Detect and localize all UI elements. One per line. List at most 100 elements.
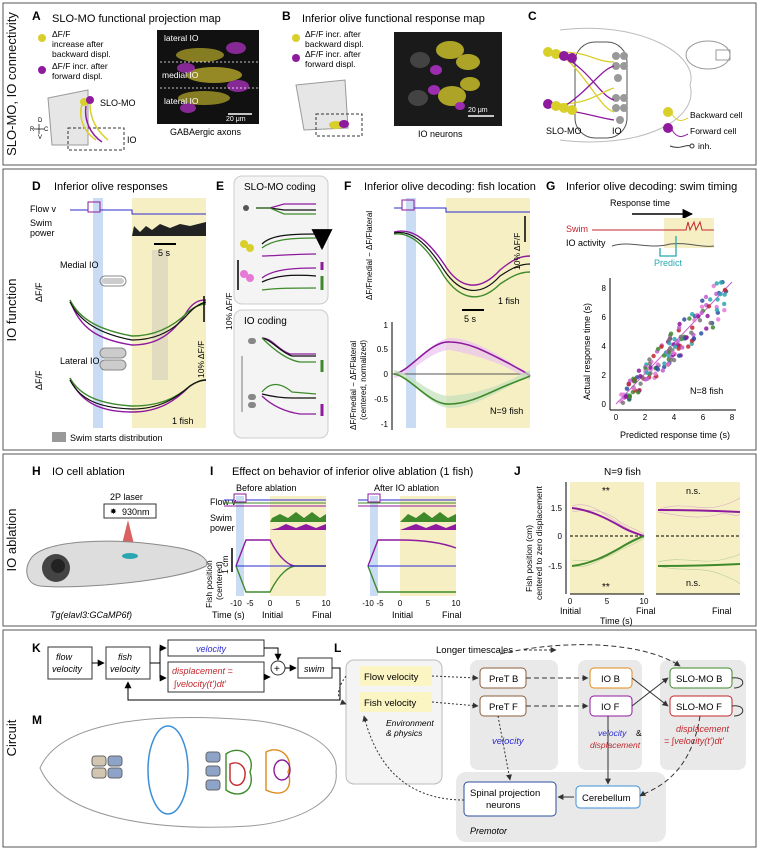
pret-icon <box>107 767 123 779</box>
orient-r: R <box>30 127 35 133</box>
scatter-point <box>718 280 724 285</box>
slomof-text: SLO-MO F <box>676 702 722 713</box>
k-text: velocity <box>52 664 83 674</box>
y-tick: 0 <box>384 370 389 379</box>
wavelength-label: 930nm <box>122 507 150 517</box>
swim-label: Swim <box>566 224 588 234</box>
roi-box <box>67 127 125 151</box>
panel-letter-a: A <box>32 9 41 23</box>
final-label: Final <box>442 610 462 620</box>
section-labels: SLO-MO, IO connectivity IO function IO a… <box>4 12 19 757</box>
yellow-dot-icon <box>292 34 300 42</box>
x-tick: 5 <box>605 597 610 606</box>
fish-count: 1 fish <box>172 416 194 426</box>
y-label-bottom: (centered, normalized) <box>359 340 368 420</box>
y-axis-label: centered to zero displacement <box>534 485 544 600</box>
circuit-arrows <box>338 644 744 801</box>
panel-i: I Effect on behavior of inferior olive a… <box>204 464 473 620</box>
scatter-point <box>648 371 653 376</box>
scatter-point <box>677 321 682 327</box>
dff-scale: 10% ΔF/F <box>196 341 206 378</box>
slomo-coding-title: SLO-MO coding <box>244 182 316 193</box>
scatter-point <box>620 400 626 405</box>
y-tick: 4 <box>602 342 607 351</box>
scatter-point <box>676 325 682 330</box>
legend-backward: Backward cell <box>690 110 743 120</box>
x-ticks: -10 -5 0 5 10 -10 -5 0 5 10 <box>230 599 461 608</box>
legend-text: backward displ. <box>52 49 111 59</box>
flow-label: Flow v <box>30 204 57 214</box>
x-tick: 5 <box>426 599 431 608</box>
x-tick: 2 <box>643 413 648 422</box>
pret-icon <box>107 755 123 767</box>
time-scale: 5 s <box>158 248 171 258</box>
legend-text: increase after <box>52 39 104 49</box>
predict-label: Predict <box>654 258 683 268</box>
scatter-point <box>692 317 697 323</box>
final-label: Final <box>636 606 656 616</box>
panel-j: J N=9 fish ** ** n.s. n.s. 1.5 0 -1. <box>514 464 741 626</box>
dff-scale: 10% ΔF/F <box>224 293 234 330</box>
scatter-point <box>672 344 678 349</box>
y-tick: 1 <box>384 321 389 330</box>
y-label-top: ΔF/Fmedial − ΔF/Flateral <box>365 211 374 300</box>
brain-schematic <box>295 79 349 131</box>
io-coding-traces <box>261 337 317 415</box>
scatter-point <box>706 304 712 309</box>
scatter-point <box>631 386 636 391</box>
before-label: Before ablation <box>236 483 297 493</box>
y-tick: 0.5 <box>377 345 389 354</box>
legend-forward: Forward cell <box>690 126 736 136</box>
io-outline <box>574 41 628 139</box>
y-tick: -1 <box>381 420 389 429</box>
x-ticks: 0 5 10 <box>568 597 649 606</box>
panel-g: G Inferior olive decoding: swim timing R… <box>546 179 737 440</box>
scatter-point <box>662 364 667 370</box>
label-lateral-io: lateral IO <box>164 33 199 43</box>
backward-cell-icon <box>663 107 673 117</box>
scale-bar-label: 20 μm <box>468 107 488 114</box>
scatter-point <box>687 316 692 321</box>
medial-label: Medial IO <box>60 260 99 270</box>
k-text: velocity <box>196 644 227 654</box>
panel-b: B Inferior olive functional response map… <box>282 9 502 139</box>
iob-text: IO B <box>601 674 620 685</box>
scatter-point <box>708 297 713 302</box>
yellow-dot-icon <box>38 34 46 42</box>
y-ticks: 0 2 4 6 8 <box>602 284 607 409</box>
frame-circuit <box>2 629 757 848</box>
x-tick: 10 <box>452 599 461 608</box>
scatter-plot <box>609 278 736 411</box>
scatter-point <box>699 310 704 315</box>
scatter-point <box>627 394 632 400</box>
x-tick: -10 <box>362 599 374 608</box>
scatter-point <box>700 298 705 303</box>
cm-scale: 1 cm <box>220 556 230 574</box>
y-tick: 0 <box>602 400 607 409</box>
scatter-point <box>660 368 665 373</box>
x-axis-label: Predicted response time (s) <box>620 430 730 440</box>
axon-path <box>80 103 97 141</box>
io-cells <box>248 338 256 408</box>
swim-dist-label: Swim starts distribution <box>70 433 163 443</box>
panel-letter-g: G <box>546 179 555 193</box>
pret-icon <box>91 755 107 767</box>
j-individual-traces <box>571 497 741 585</box>
slomo-disp-label: displacement <box>676 724 730 734</box>
io-label: IO <box>612 126 622 136</box>
gradient-swatch-icon <box>52 432 66 442</box>
panel-letter-k: K <box>32 641 41 655</box>
panel-d: D Inferior olive responses Flow v Swim p… <box>30 179 207 443</box>
scatter-point <box>722 287 728 293</box>
scatter-point <box>689 330 694 335</box>
panel-letter-d: D <box>32 179 41 193</box>
ns-bottom: n.s. <box>686 578 701 588</box>
blue-band <box>93 198 103 428</box>
panel-letter-i: I <box>210 464 213 478</box>
scatter-point <box>716 317 721 322</box>
x-tick: 4 <box>672 413 677 422</box>
y-tick: 8 <box>602 284 607 293</box>
panel-h: H IO cell ablation 2P laser ✸ 930nm Tg(e… <box>26 464 208 620</box>
scatter-point <box>708 320 713 326</box>
